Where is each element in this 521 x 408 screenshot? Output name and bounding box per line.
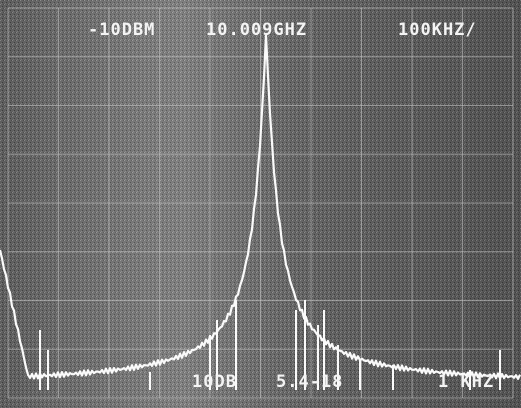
resolution-bandwidth: 1 KHZ — [438, 372, 494, 392]
span-per-division: 100KHZ/ — [398, 20, 477, 40]
reference-level: -10DBM — [88, 20, 155, 40]
center-frequency: 10.009GHZ — [206, 20, 307, 40]
scale: 10DB — [192, 372, 237, 392]
analyzer-screen: -10DBM 10.009GHZ 100KHZ/ 10DB 5.4-18 1 K… — [0, 0, 521, 408]
date: 5.4-18 — [276, 372, 343, 392]
